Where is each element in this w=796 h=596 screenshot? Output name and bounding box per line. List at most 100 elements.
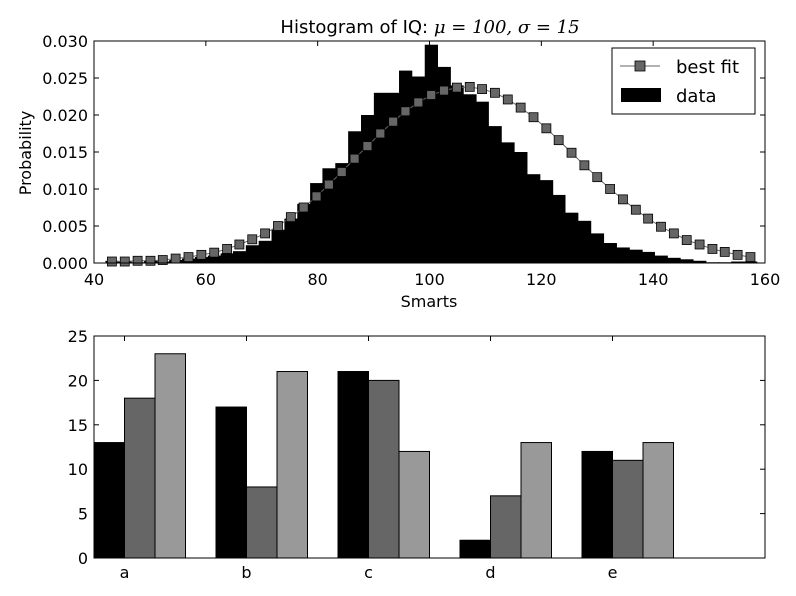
bar bbox=[215, 406, 247, 559]
best-fit-marker bbox=[285, 212, 296, 223]
best-fit-marker bbox=[234, 239, 245, 250]
histogram-x-tick-label: 140 bbox=[638, 270, 669, 289]
histogram-x-tick-label: 100 bbox=[414, 270, 445, 289]
best-fit-marker bbox=[362, 141, 373, 151]
histogram-x-ticks: 40 60 80 100 120 140 160 bbox=[84, 41, 780, 289]
best-fit-marker bbox=[643, 213, 654, 224]
legend-data-swatch bbox=[621, 88, 661, 102]
histogram-bar bbox=[539, 180, 554, 263]
histogram-x-tick-label: 80 bbox=[307, 270, 327, 289]
histogram-bar bbox=[488, 126, 502, 263]
histogram-bar bbox=[386, 92, 400, 263]
bar-y-ticks: 0 5 10 15 20 25 bbox=[68, 327, 765, 568]
best-fit-marker bbox=[157, 255, 168, 265]
histogram-title-math: μ = 100, σ = 15 bbox=[434, 17, 580, 38]
best-fit-marker bbox=[592, 172, 603, 183]
histogram-bar bbox=[245, 245, 260, 263]
best-fit-marker bbox=[541, 123, 552, 134]
bar-y-tick-label: 25 bbox=[68, 327, 88, 346]
bar bbox=[368, 379, 400, 559]
histogram-title-text: Histogram of IQ: bbox=[280, 17, 433, 38]
best-fit-marker bbox=[681, 235, 692, 245]
bar bbox=[337, 371, 369, 559]
best-fit-marker bbox=[145, 255, 156, 266]
best-fit-marker bbox=[668, 228, 679, 239]
legend-data-label: data bbox=[676, 86, 717, 107]
best-fit-marker bbox=[745, 252, 756, 262]
best-fit-marker bbox=[566, 147, 577, 158]
histogram-bar bbox=[322, 168, 336, 263]
bar-y-tick-label: 20 bbox=[68, 371, 88, 390]
histogram-y-tick-label: 0.010 bbox=[42, 180, 88, 199]
best-fit-marker bbox=[323, 179, 334, 190]
bar-y-tick-label: 15 bbox=[68, 416, 88, 435]
histogram-bar bbox=[731, 261, 745, 263]
histogram-bar bbox=[424, 44, 439, 264]
histogram-bar bbox=[514, 152, 528, 263]
bar-x-tick-label: e bbox=[608, 563, 618, 582]
best-fit-marker bbox=[490, 87, 500, 98]
histogram-bar bbox=[565, 212, 579, 263]
bar-chart-bars bbox=[93, 353, 674, 559]
best-fit-marker bbox=[630, 204, 641, 215]
bar bbox=[490, 495, 522, 559]
best-fit-marker bbox=[719, 246, 730, 257]
histogram-x-tick-label: 40 bbox=[84, 270, 104, 289]
histogram-y-ticks: 0.000 0.005 0.010 0.015 0.020 0.025 0.030 bbox=[42, 32, 765, 273]
bar-x-ticks: a b c d e bbox=[120, 336, 618, 582]
best-fit-marker bbox=[553, 135, 564, 146]
histogram-x-tick-label: 60 bbox=[196, 270, 216, 289]
best-fit-marker bbox=[579, 160, 590, 171]
bar bbox=[398, 450, 430, 559]
best-fit-marker bbox=[170, 253, 181, 264]
histogram-bar bbox=[297, 203, 311, 263]
best-fit-marker bbox=[439, 85, 449, 96]
legend-best-fit-marker bbox=[634, 60, 646, 72]
histogram-bar bbox=[450, 85, 464, 264]
bar-x-tick-label: a bbox=[120, 563, 130, 582]
histogram-bar bbox=[629, 249, 643, 263]
histogram-bar bbox=[348, 131, 362, 263]
bar bbox=[612, 459, 644, 559]
histogram-bar bbox=[527, 174, 541, 263]
histogram-bar bbox=[603, 243, 617, 263]
best-fit-marker bbox=[196, 249, 207, 260]
best-fit-marker bbox=[656, 221, 666, 232]
histogram-y-label: Probability bbox=[16, 111, 35, 196]
bar-y-tick-label: 10 bbox=[68, 460, 88, 479]
bar-y-tick-label: 5 bbox=[78, 505, 88, 524]
histogram-bar bbox=[232, 251, 247, 263]
bar bbox=[246, 486, 278, 559]
bar bbox=[93, 442, 125, 559]
bar-y-tick-label: 0 bbox=[78, 549, 88, 568]
histogram-bar bbox=[680, 259, 694, 263]
best-fit-marker bbox=[336, 167, 347, 177]
best-fit-marker bbox=[209, 247, 220, 258]
bar-x-tick-label: d bbox=[485, 563, 495, 582]
histogram-bar bbox=[475, 101, 489, 264]
best-fit-marker bbox=[106, 256, 117, 267]
histogram-y-tick-label: 0.030 bbox=[42, 32, 88, 51]
best-fit-marker bbox=[515, 102, 526, 113]
bar bbox=[581, 450, 613, 559]
histogram-bar bbox=[654, 255, 668, 263]
bar bbox=[124, 397, 156, 559]
legend-frame bbox=[611, 47, 756, 115]
best-fit-marker bbox=[502, 94, 513, 105]
bar bbox=[276, 371, 308, 559]
histogram-bar bbox=[220, 253, 234, 263]
best-fit-marker bbox=[694, 239, 705, 250]
histogram-bar bbox=[437, 66, 451, 264]
histogram-x-tick-label: 160 bbox=[750, 270, 781, 289]
legend: best fit data bbox=[611, 47, 756, 115]
histogram-bar bbox=[501, 142, 515, 263]
bar-x-tick-label: c bbox=[364, 563, 373, 582]
histogram-bar bbox=[577, 220, 592, 263]
histogram-bar bbox=[399, 70, 413, 263]
best-fit-marker bbox=[247, 234, 258, 245]
best-fit-marker bbox=[413, 97, 424, 108]
best-fit-marker bbox=[132, 255, 143, 266]
best-fit-marker bbox=[273, 221, 283, 231]
best-fit-marker bbox=[707, 244, 718, 254]
